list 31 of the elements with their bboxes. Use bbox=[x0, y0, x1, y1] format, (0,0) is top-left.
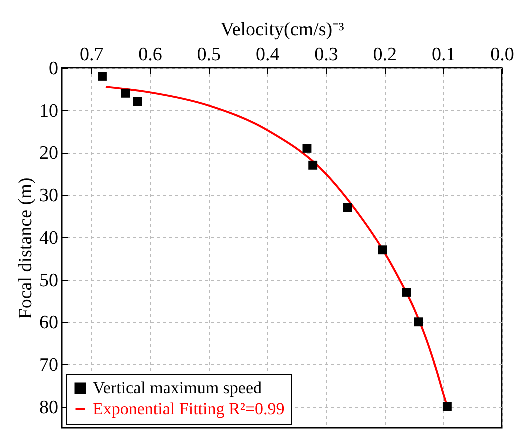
x-tick-label: 0.3 bbox=[314, 44, 338, 66]
x-tick-label: 0.5 bbox=[197, 44, 222, 66]
x-tick-label: 0.6 bbox=[138, 44, 162, 66]
y-tick-label: 30 bbox=[40, 186, 58, 207]
point bbox=[402, 288, 412, 297]
point bbox=[414, 318, 424, 327]
point bbox=[378, 246, 388, 255]
y-tick-label: 70 bbox=[40, 354, 58, 376]
point bbox=[98, 72, 107, 81]
point bbox=[121, 88, 130, 98]
x-axis-title: Velocity(cm/s)⁻³ bbox=[220, 20, 345, 40]
legend-label: Vertical maximum speed bbox=[93, 378, 263, 398]
x-tick-label: 0.4 bbox=[256, 44, 280, 66]
x-tick-label: 0.2 bbox=[373, 44, 398, 66]
y-tick-label: 20 bbox=[40, 143, 58, 164]
y-axis-title: Focal distance (m) bbox=[16, 178, 36, 320]
y-tick-label: 50 bbox=[40, 270, 58, 292]
point bbox=[442, 402, 452, 412]
y-tick-label: 0 bbox=[49, 58, 58, 80]
y-tick-label: 60 bbox=[40, 312, 58, 334]
x-tick-label: 0.7 bbox=[80, 44, 104, 66]
y-tick-label: 80 bbox=[40, 397, 58, 418]
point bbox=[343, 203, 352, 212]
point bbox=[302, 144, 312, 153]
y-tick-label: 40 bbox=[40, 228, 58, 249]
point bbox=[308, 160, 318, 170]
x-tick-label: 0.1 bbox=[432, 44, 456, 66]
legend-label: Exponential Fitting R²=0.99 bbox=[93, 400, 285, 418]
point bbox=[133, 97, 142, 106]
y-tick-label: 10 bbox=[40, 100, 58, 122]
x-tick-label: 0.0 bbox=[490, 44, 514, 66]
